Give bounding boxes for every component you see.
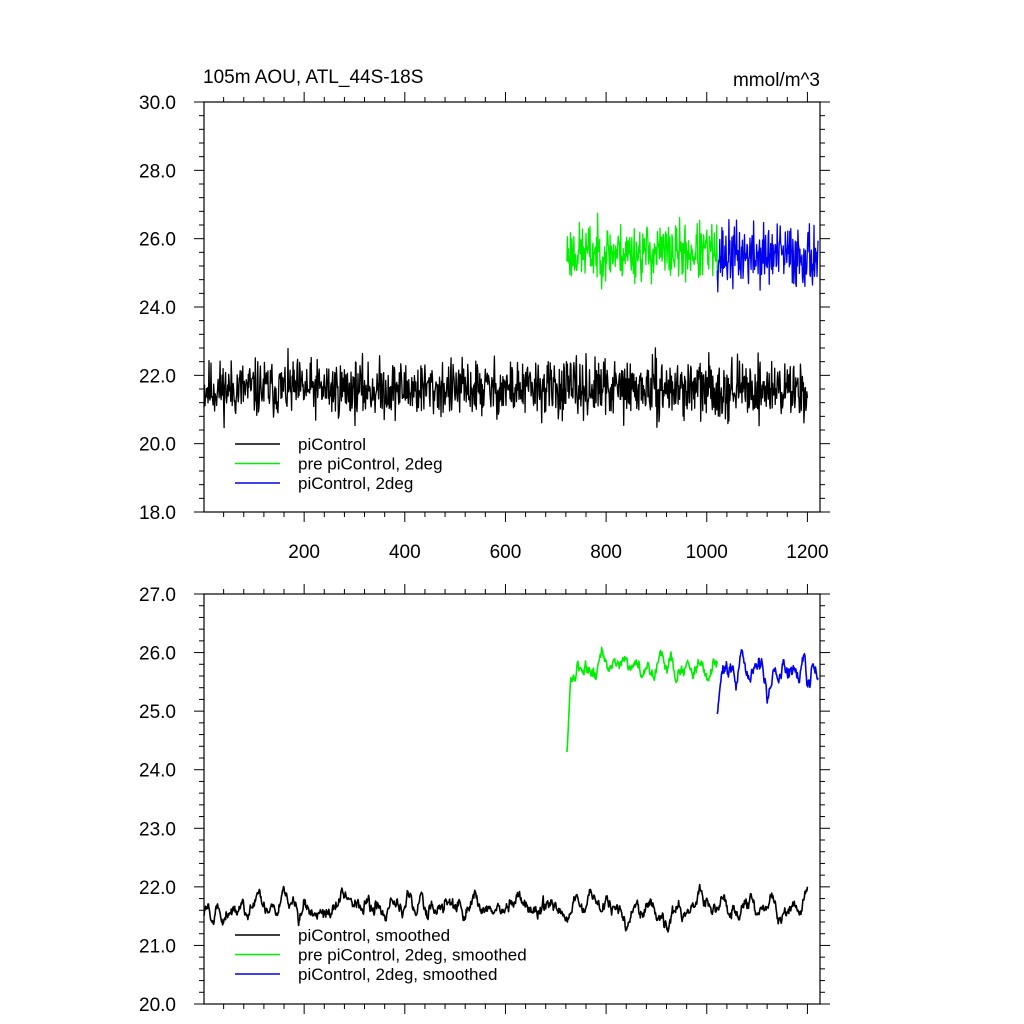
x-tick-label: 600 (490, 542, 522, 563)
series-line-picontrol (203, 347, 809, 429)
bottom-panel: 20.0 21.0 22.0 23.0 24.0 25.0 26.0 27.0 piContr… (139, 584, 830, 1016)
y-tick-label: 22.0 (139, 878, 176, 899)
y-tick-label: 20.0 (139, 995, 176, 1016)
y-tick-label: 26.0 (139, 230, 176, 251)
bottom-axis-ticks (194, 584, 830, 1014)
series-line-picontrol-2deg (716, 218, 819, 293)
y-tick-label: 22.0 (139, 366, 176, 387)
legend-entry: piControl, 2deg (298, 474, 413, 493)
y-tick-label: 24.0 (139, 298, 176, 319)
x-tick-label: 1200 (786, 542, 828, 563)
chart-title: 105m AOU, ATL_44S-18S (203, 67, 423, 88)
legend-entry: piControl, smoothed (298, 926, 450, 945)
x-tick-label: 200 (288, 542, 320, 563)
top-axis-ticks (194, 92, 830, 522)
x-tick-label: 1000 (686, 542, 728, 563)
x-tick-label: 800 (590, 542, 622, 563)
y-tick-label: 21.0 (139, 936, 176, 957)
top-series-lines (203, 212, 819, 429)
y-tick-label: 27.0 (139, 585, 176, 606)
y-tick-label: 24.0 (139, 761, 176, 782)
top-y-tick-labels: 18.0 20.0 22.0 24.0 26.0 28.0 30.0 (139, 93, 176, 524)
bottom-y-tick-labels: 20.0 21.0 22.0 23.0 24.0 25.0 26.0 27.0 (139, 585, 176, 1016)
bottom-series-lines (203, 646, 819, 933)
legend-entry: pre piControl, 2deg, smoothed (298, 946, 527, 965)
legend-entry: piControl (298, 435, 366, 454)
legend-entry: piControl, 2deg, smoothed (298, 965, 497, 984)
units-label: mmol/m^3 (733, 70, 820, 91)
series-line-picontrol-2deg-smoothed (716, 649, 819, 715)
y-tick-label: 25.0 (139, 702, 176, 723)
y-tick-label: 26.0 (139, 644, 176, 665)
y-tick-label: 20.0 (139, 435, 176, 456)
y-tick-label: 18.0 (139, 503, 176, 524)
top-panel: 18.0 20.0 22.0 24.0 26.0 28.0 30.0 200 400 600 80… (139, 92, 830, 563)
legend-entry: pre piControl, 2deg (298, 455, 443, 474)
series-line-picontrol-smoothed (203, 883, 809, 933)
series-line-pre-picontrol-2deg (566, 212, 718, 290)
series-line-pre-picontrol-2deg-smoothed (566, 646, 719, 753)
y-tick-label: 23.0 (139, 819, 176, 840)
y-tick-label: 30.0 (139, 93, 176, 114)
top-plot-frame (203, 101, 821, 513)
x-tick-label: 400 (389, 542, 421, 563)
top-x-tick-labels: 200 400 600 800 1000 1200 (288, 542, 828, 563)
bottom-plot-frame (203, 593, 821, 1005)
y-tick-label: 28.0 (139, 161, 176, 182)
